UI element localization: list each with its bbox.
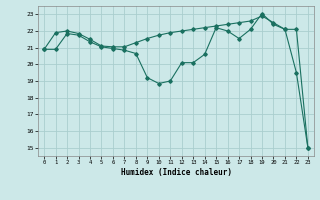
X-axis label: Humidex (Indice chaleur): Humidex (Indice chaleur) <box>121 168 231 177</box>
